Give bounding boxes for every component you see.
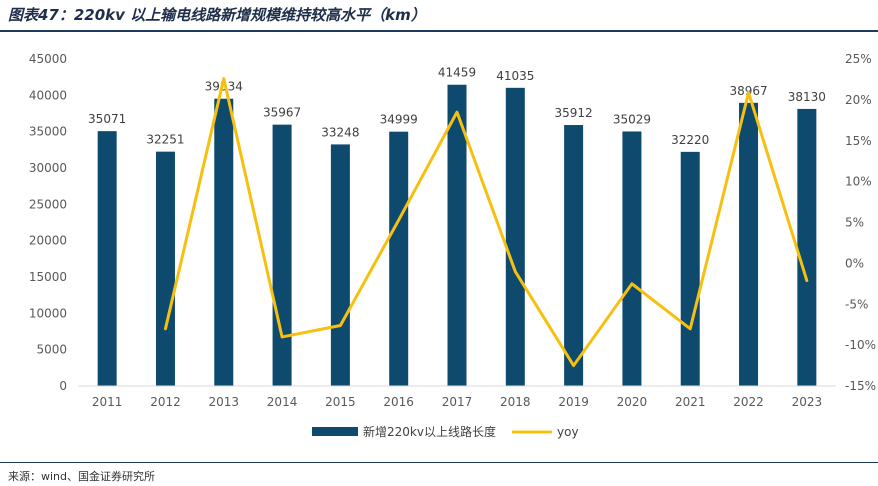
left-axis-tick-label: 15000 bbox=[29, 270, 67, 284]
bar bbox=[680, 151, 700, 386]
legend: 新增220kv以上线路长度 yoy bbox=[312, 424, 579, 439]
bar-value-label: 39534 bbox=[205, 80, 243, 94]
x-axis-tick-label: 2017 bbox=[442, 395, 473, 409]
bar bbox=[622, 131, 642, 386]
x-axis-tick-label: 2022 bbox=[733, 395, 764, 409]
x-axis-tick-label: 2016 bbox=[383, 395, 414, 409]
title-divider bbox=[0, 30, 878, 32]
line-series bbox=[163, 77, 809, 368]
x-axis-tick-label: 2019 bbox=[558, 395, 589, 409]
right-axis-tick-label: -10% bbox=[845, 338, 876, 352]
right-axis-tick-label: 25% bbox=[845, 52, 872, 66]
x-axis-tick-label: 2020 bbox=[617, 395, 648, 409]
bar bbox=[505, 87, 525, 387]
bar-value-label: 38130 bbox=[788, 90, 826, 104]
x-axis-tick-label: 2013 bbox=[208, 395, 239, 409]
x-axis: 2011 2012 2013 2014 2015 2016 2017 2018 2019 2020… bbox=[92, 395, 822, 409]
left-axis: 0 5000 10000 15000 20000 25000 30000 35000 40000… bbox=[29, 52, 67, 393]
bar bbox=[214, 98, 234, 386]
bar-value-label: 38967 bbox=[729, 84, 767, 98]
bar-value-label: 33248 bbox=[321, 125, 359, 139]
left-axis-tick-label: 45000 bbox=[29, 52, 67, 66]
bar-value-label: 32251 bbox=[146, 133, 184, 147]
bar bbox=[97, 131, 117, 386]
bar bbox=[797, 108, 817, 386]
right-axis-tick-label: 15% bbox=[845, 134, 872, 148]
bar-value-label: 35912 bbox=[555, 106, 593, 120]
yoy-line bbox=[163, 77, 809, 368]
bar bbox=[330, 144, 350, 386]
right-axis-tick-label: -5% bbox=[845, 297, 868, 311]
footer-divider bbox=[0, 462, 878, 463]
bar bbox=[447, 84, 467, 387]
right-axis-tick-label: 20% bbox=[845, 93, 872, 107]
legend-line-label: yoy bbox=[557, 425, 579, 439]
bar-value-label: 41035 bbox=[496, 69, 534, 83]
bar-value-label: 35967 bbox=[263, 106, 301, 120]
bar bbox=[739, 102, 759, 387]
bar bbox=[272, 124, 292, 386]
x-axis-tick-label: 2021 bbox=[675, 395, 706, 409]
left-axis-tick-label: 10000 bbox=[29, 306, 67, 320]
bar bbox=[155, 151, 175, 386]
bar-data-labels: 35071 32251 39534 35967 33248 34999 41459 41035… bbox=[88, 66, 826, 147]
legend-bar-label: 新增220kv以上线路长度 bbox=[363, 424, 496, 439]
legend-bar-swatch bbox=[312, 427, 358, 436]
source-note: 来源：wind、国金证券研究所 bbox=[8, 470, 156, 483]
right-axis: -15% -10% -5% 0% 5% 10% 15% 20% 25% bbox=[845, 52, 876, 393]
combo-chart: 0 5000 10000 15000 20000 25000 30000 35000 40000… bbox=[29, 52, 876, 439]
x-axis-tick-label: 2014 bbox=[267, 395, 298, 409]
right-axis-tick-label: -15% bbox=[845, 379, 876, 393]
bar-value-label: 35071 bbox=[88, 112, 126, 126]
left-axis-tick-label: 20000 bbox=[29, 234, 67, 248]
bar-value-label: 35029 bbox=[613, 112, 651, 126]
left-axis-tick-label: 5000 bbox=[36, 343, 67, 357]
right-axis-tick-label: 0% bbox=[845, 256, 864, 270]
bar-series bbox=[97, 84, 817, 387]
bar-value-label: 32220 bbox=[671, 133, 709, 147]
left-axis-tick-label: 25000 bbox=[29, 197, 67, 211]
left-axis-tick-label: 40000 bbox=[29, 88, 67, 102]
left-axis-tick-label: 0 bbox=[59, 379, 67, 393]
x-axis-tick-label: 2018 bbox=[500, 395, 531, 409]
x-axis-tick-label: 2023 bbox=[792, 395, 823, 409]
right-axis-tick-label: 5% bbox=[845, 216, 864, 230]
x-axis-tick-label: 2015 bbox=[325, 395, 356, 409]
chart-title: 图表47：220kv 以上输电线路新增规模维持较高水平（km） bbox=[8, 6, 426, 24]
bar-value-label: 34999 bbox=[380, 113, 418, 127]
bar bbox=[389, 131, 409, 386]
bar-value-label: 41459 bbox=[438, 66, 476, 80]
right-axis-tick-label: 10% bbox=[845, 175, 872, 189]
left-axis-tick-label: 30000 bbox=[29, 161, 67, 175]
x-axis-tick-label: 2012 bbox=[150, 395, 181, 409]
bar bbox=[564, 125, 584, 387]
x-axis-tick-label: 2011 bbox=[92, 395, 123, 409]
left-axis-tick-label: 35000 bbox=[29, 125, 67, 139]
